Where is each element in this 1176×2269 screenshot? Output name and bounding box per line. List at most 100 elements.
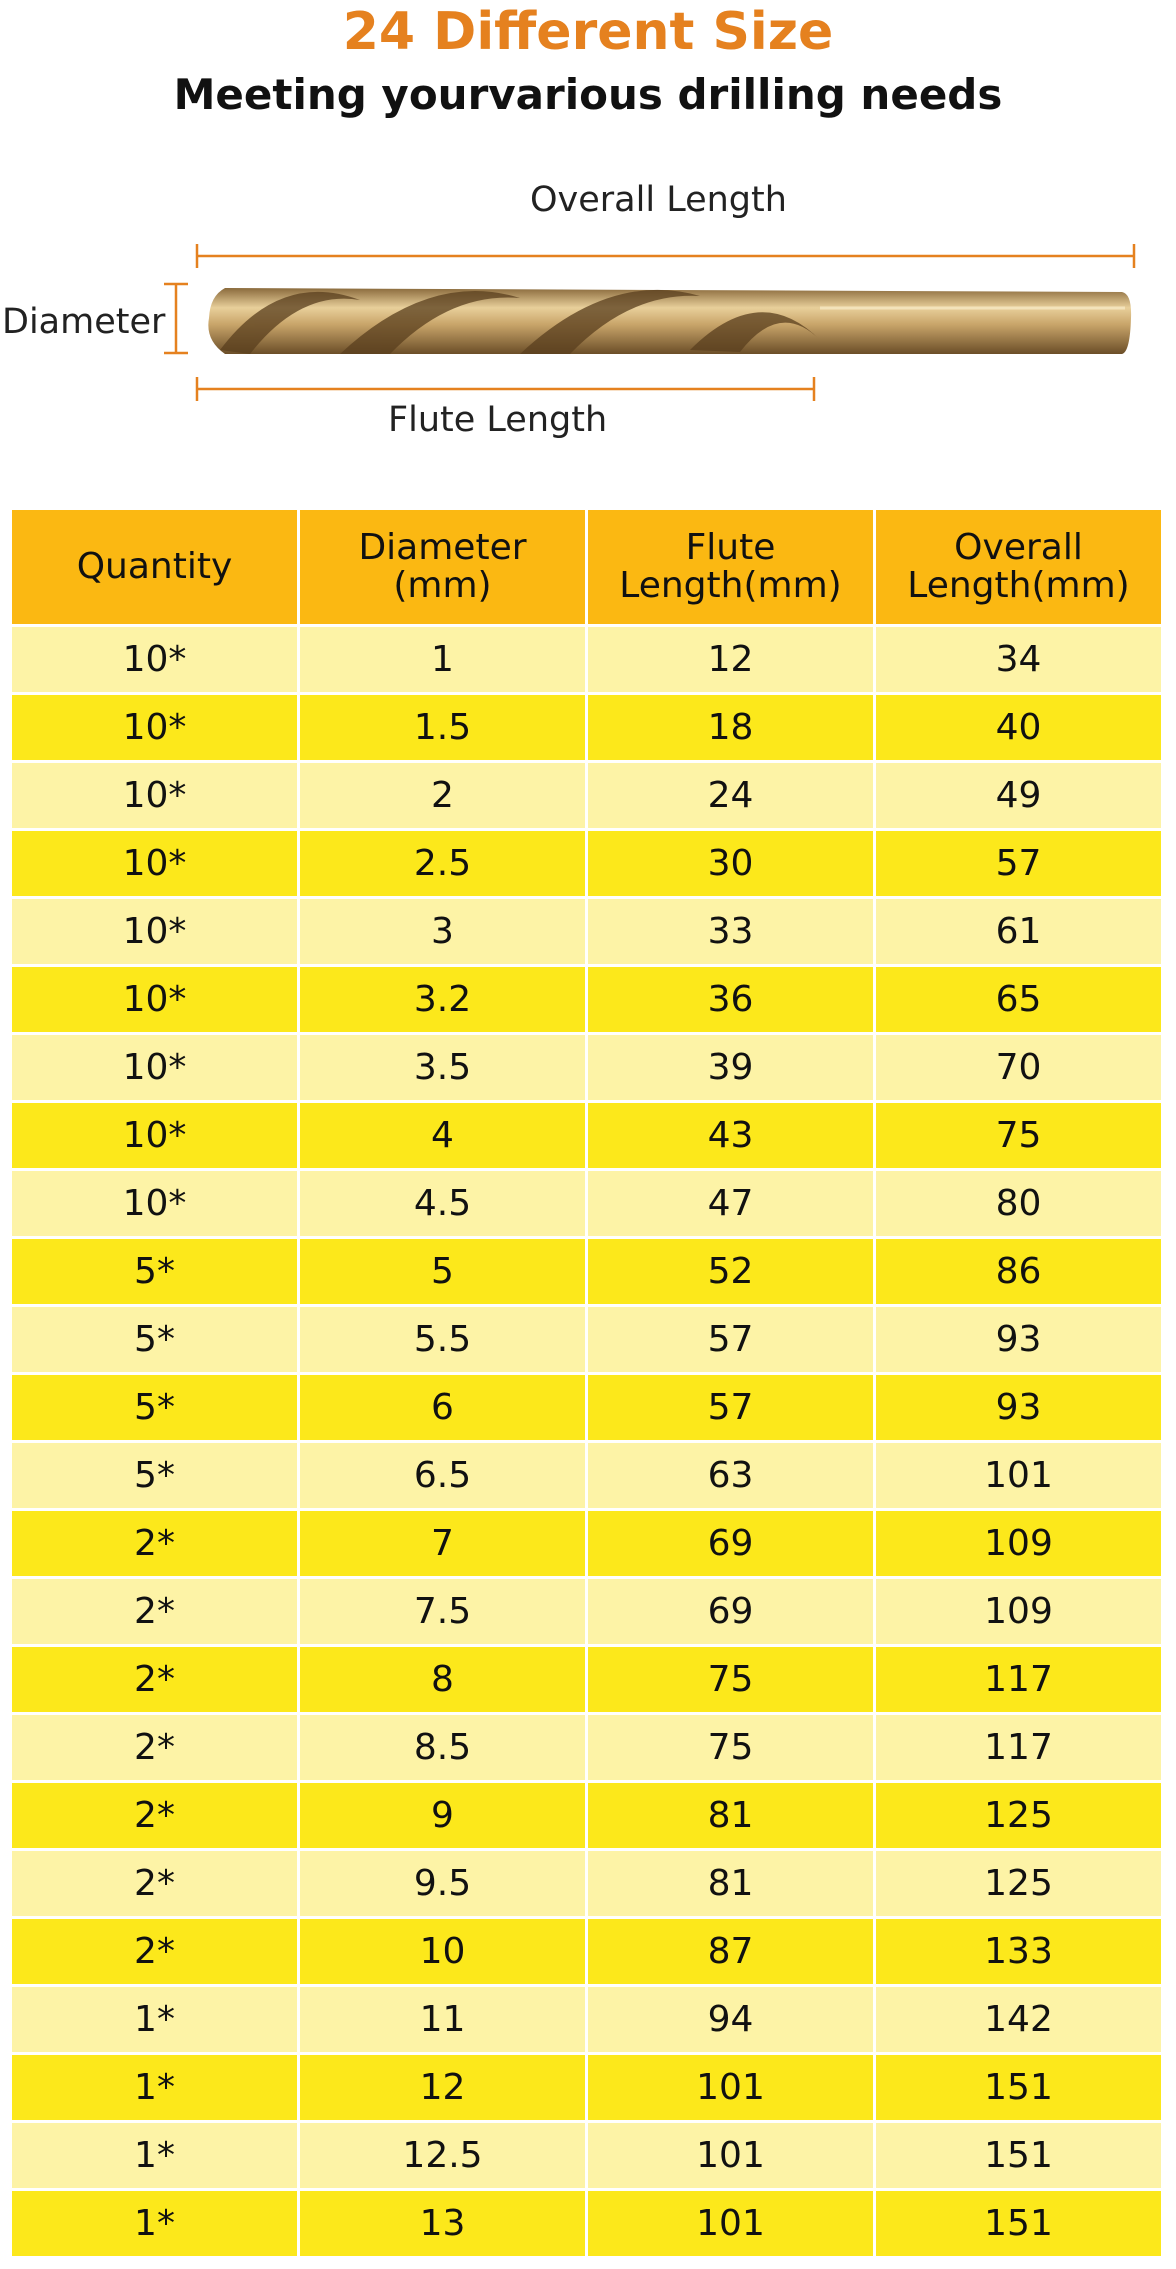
table-cell: 151: [873, 2052, 1164, 2123]
table-cell: 1*: [9, 1984, 300, 2055]
table-cell: 117: [873, 1644, 1164, 1715]
column-header: Quantity: [9, 507, 300, 627]
table-cell: 10*: [9, 896, 300, 967]
table-row: 1* 11 94 142: [9, 1984, 1164, 2055]
table-cell: 117: [873, 1712, 1164, 1783]
table-cell: 2: [297, 760, 588, 831]
table-cell: 10*: [9, 1168, 300, 1239]
table-cell: 70: [873, 1032, 1164, 1103]
table-cell: 9: [297, 1780, 588, 1851]
table-cell: 75: [585, 1644, 876, 1715]
table-cell: 10*: [9, 692, 300, 763]
table-cell: 10*: [9, 760, 300, 831]
table-cell: 5*: [9, 1440, 300, 1511]
table-cell: 133: [873, 1916, 1164, 1987]
table-cell: 2*: [9, 1848, 300, 1919]
table-cell: 49: [873, 760, 1164, 831]
table-cell: 57: [873, 828, 1164, 899]
table-cell: 4.5: [297, 1168, 588, 1239]
table-cell: 101: [585, 2120, 876, 2191]
table-cell: 6.5: [297, 1440, 588, 1511]
drill-diagram: [164, 244, 1136, 401]
table-row: 5* 5 52 86: [9, 1236, 1164, 1307]
table-cell: 6: [297, 1372, 588, 1443]
table-cell: 8.5: [297, 1712, 588, 1783]
column-header: Diameter (mm): [297, 507, 588, 627]
table-cell: 12.5: [297, 2120, 588, 2191]
table-cell: 75: [585, 1712, 876, 1783]
table-cell: 63: [585, 1440, 876, 1511]
table-cell: 2.5: [297, 828, 588, 899]
table-cell: 5*: [9, 1304, 300, 1375]
table-cell: 10*: [9, 964, 300, 1035]
table-cell: 2*: [9, 1508, 300, 1579]
table-row: 2* 7 69 109: [9, 1508, 1164, 1579]
table-row: 10* 1 12 34: [9, 624, 1164, 695]
table-cell: 3.2: [297, 964, 588, 1035]
table-cell: 1: [297, 624, 588, 695]
table-cell: 61: [873, 896, 1164, 967]
table-cell: 69: [585, 1576, 876, 1647]
table-row: 10* 2.5 30 57: [9, 828, 1164, 899]
table-row: 1* 12 101 151: [9, 2052, 1164, 2123]
size-table: Quantity Diameter (mm) Flute Length(mm) Ove…: [9, 507, 1164, 2259]
table-cell: 4: [297, 1100, 588, 1171]
table-cell: 1.5: [297, 692, 588, 763]
table-row: 2* 8.5 75 117: [9, 1712, 1164, 1783]
table-cell: 2*: [9, 1576, 300, 1647]
table-cell: 151: [873, 2188, 1164, 2259]
table-cell: 10*: [9, 624, 300, 695]
table-cell: 7: [297, 1508, 588, 1579]
table-row: 10* 4.5 47 80: [9, 1168, 1164, 1239]
table-cell: 75: [873, 1100, 1164, 1171]
column-header: Overall Length(mm): [873, 507, 1164, 627]
table-cell: 18: [585, 692, 876, 763]
table-cell: 12: [585, 624, 876, 695]
table-row: 10* 1.5 18 40: [9, 692, 1164, 763]
table-row: 10* 4 43 75: [9, 1100, 1164, 1171]
table-row: 1* 13 101 151: [9, 2188, 1164, 2259]
table-cell: 109: [873, 1576, 1164, 1647]
table-cell: 93: [873, 1304, 1164, 1375]
table-cell: 13: [297, 2188, 588, 2259]
table-row: 10* 2 24 49: [9, 760, 1164, 831]
table-cell: 8: [297, 1644, 588, 1715]
table-cell: 87: [585, 1916, 876, 1987]
table-cell: 2*: [9, 1644, 300, 1715]
table-row: 5* 6 57 93: [9, 1372, 1164, 1443]
table-cell: 101: [585, 2052, 876, 2123]
table-row: 2* 10 87 133: [9, 1916, 1164, 1987]
table-cell: 5: [297, 1236, 588, 1307]
table-cell: 30: [585, 828, 876, 899]
table-cell: 36: [585, 964, 876, 1035]
overall-length-label: Overall Length: [530, 180, 787, 220]
table-cell: 65: [873, 964, 1164, 1035]
table-cell: 33: [585, 896, 876, 967]
table-cell: 1*: [9, 2052, 300, 2123]
table-cell: 10: [297, 1916, 588, 1987]
table-row: 5* 5.5 57 93: [9, 1304, 1164, 1375]
table-cell: 80: [873, 1168, 1164, 1239]
header-row: Quantity Diameter (mm) Flute Length(mm) Ove…: [9, 507, 1164, 627]
table-cell: 5*: [9, 1372, 300, 1443]
table-row: 2* 8 75 117: [9, 1644, 1164, 1715]
table-cell: 43: [585, 1100, 876, 1171]
table-cell: 5.5: [297, 1304, 588, 1375]
table-cell: 151: [873, 2120, 1164, 2191]
table-cell: 12: [297, 2052, 588, 2123]
table-row: 10* 3 33 61: [9, 896, 1164, 967]
table-cell: 3.5: [297, 1032, 588, 1103]
table-cell: 86: [873, 1236, 1164, 1307]
table-cell: 9.5: [297, 1848, 588, 1919]
table-row: 2* 7.5 69 109: [9, 1576, 1164, 1647]
diameter-label: Diameter: [2, 302, 166, 342]
table-cell: 2*: [9, 1712, 300, 1783]
table-cell: 1*: [9, 2120, 300, 2191]
table-cell: 52: [585, 1236, 876, 1307]
table-row: 1* 12.5 101 151: [9, 2120, 1164, 2191]
flute-length-label: Flute Length: [388, 400, 608, 440]
table-cell: 109: [873, 1508, 1164, 1579]
table-cell: 2*: [9, 1916, 300, 1987]
table-cell: 10*: [9, 1032, 300, 1103]
